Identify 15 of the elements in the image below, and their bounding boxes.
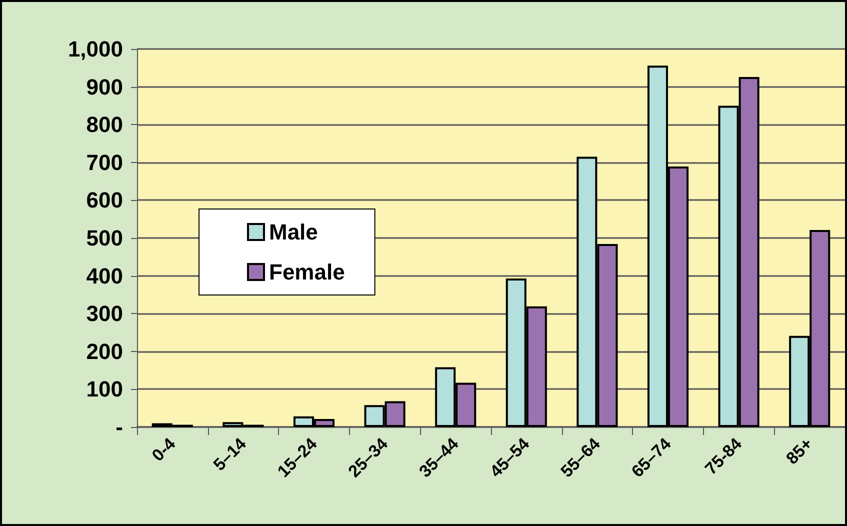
y-tick-label: 300 xyxy=(86,301,123,326)
legend-label: Male xyxy=(269,220,318,244)
legend-label: Female xyxy=(269,260,345,284)
x-tick-label: 0-4 xyxy=(148,434,180,466)
y-tick-label: 500 xyxy=(86,226,123,250)
y-tick-label: 900 xyxy=(86,74,123,100)
y-tick-label: 800 xyxy=(86,112,123,138)
y-tick-label: 600 xyxy=(86,188,123,213)
y-tick-label: 700 xyxy=(86,150,123,175)
y-tick-label: - xyxy=(116,414,123,440)
y-tick-label: 1,000 xyxy=(68,36,123,62)
y-tick-label: 400 xyxy=(86,263,123,288)
y-tick-label: 200 xyxy=(86,338,123,364)
x-tick-label: 85+ xyxy=(782,434,816,468)
y-tick-label: 100 xyxy=(86,376,123,402)
